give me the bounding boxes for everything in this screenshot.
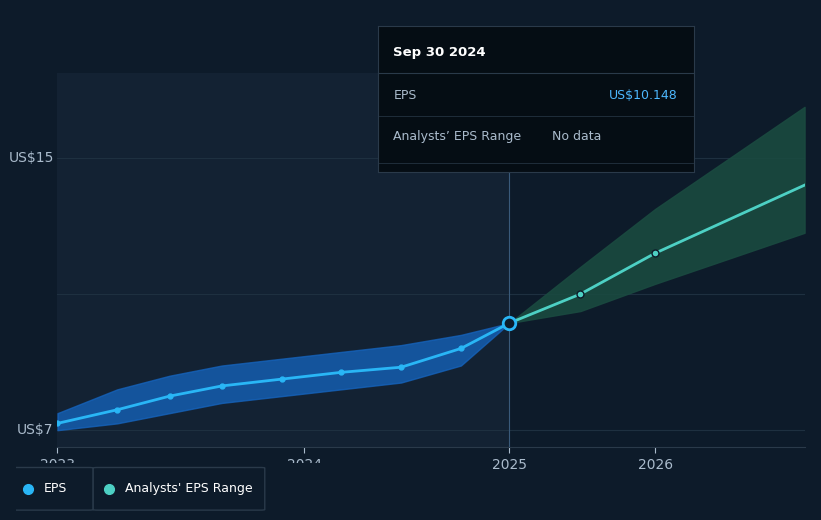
Text: Analysts Forecasts: Analysts Forecasts xyxy=(516,128,632,141)
Text: EPS: EPS xyxy=(393,89,417,102)
Text: No data: No data xyxy=(552,130,601,143)
Bar xyxy=(57,73,510,447)
Text: Sep 30 2024: Sep 30 2024 xyxy=(393,46,486,59)
FancyBboxPatch shape xyxy=(94,467,265,510)
Text: Actual: Actual xyxy=(464,128,503,141)
FancyBboxPatch shape xyxy=(11,467,94,510)
Text: US$15: US$15 xyxy=(8,151,53,165)
Text: Analysts' EPS Range: Analysts' EPS Range xyxy=(125,483,252,495)
Text: EPS: EPS xyxy=(44,483,67,495)
Text: Analysts’ EPS Range: Analysts’ EPS Range xyxy=(393,130,521,143)
Text: US$10.148: US$10.148 xyxy=(609,89,678,102)
Text: US$7: US$7 xyxy=(17,423,53,437)
